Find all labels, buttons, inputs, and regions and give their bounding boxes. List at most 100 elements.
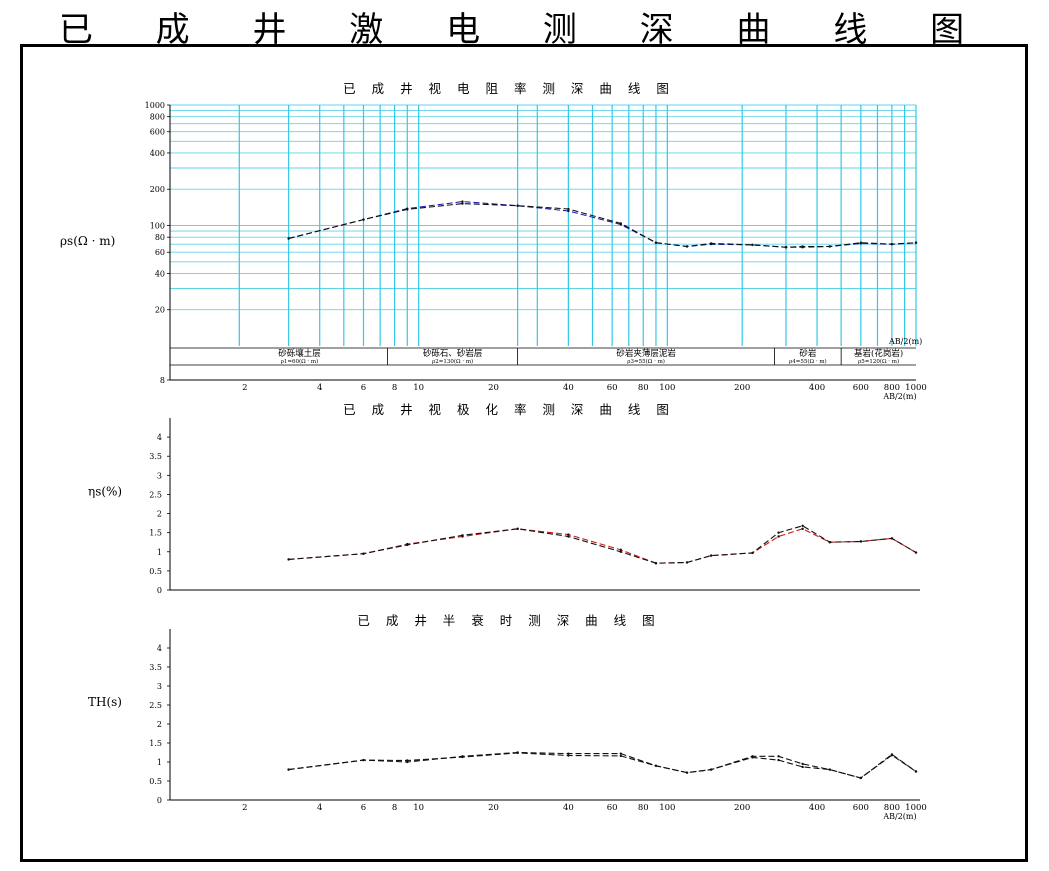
resistivity-point xyxy=(461,202,464,205)
half-decay-point xyxy=(859,776,863,780)
half-decay-point xyxy=(751,756,754,759)
resistivity-point xyxy=(516,204,519,207)
y-tick-label: 400 xyxy=(150,149,165,158)
y-tick-label: 200 xyxy=(150,185,165,194)
y-tick-label: 4 xyxy=(157,644,162,653)
y-tick-label: 2 xyxy=(157,720,162,729)
x-tick-label: 80 xyxy=(638,803,649,813)
y-tick-label: 40 xyxy=(155,269,165,278)
polarizability-point xyxy=(709,554,713,557)
half-decay-point xyxy=(567,752,570,755)
page-title: 已 成 井 激 电 测 深 曲 线 图 xyxy=(58,10,991,50)
y-tick-label: 2 xyxy=(157,510,162,519)
resistivity-series-line xyxy=(288,201,917,248)
strata-name: 砂岩夹薄层泥岩 xyxy=(616,348,676,359)
polarizability-point xyxy=(406,543,409,547)
x-tick-label: 4 xyxy=(317,383,322,393)
half-decay-point xyxy=(801,762,804,766)
polarizability-point xyxy=(890,537,894,540)
polarizability-point xyxy=(685,561,689,564)
resistivity-point xyxy=(801,245,804,248)
y-tick-label: 600 xyxy=(150,128,165,137)
polarizability-point xyxy=(567,535,570,538)
half-decay-point xyxy=(777,758,780,762)
chart-frame xyxy=(20,44,1028,862)
half-decay-point xyxy=(777,755,780,758)
x-tick-label: 40 xyxy=(563,803,574,813)
y-axis-label-resistivity: ρs(Ω · m) xyxy=(60,234,115,248)
x-tick-label: 600 xyxy=(853,803,869,813)
y-tick-label: 3 xyxy=(157,471,162,480)
strata-resistivity: ρ3=55(Ω · m) xyxy=(627,358,665,365)
y-tick-label: 0 xyxy=(157,796,162,805)
polarizability-point xyxy=(859,540,863,543)
strata-name: 砂砾壤土层 xyxy=(278,348,321,359)
chart-title-half-decay: 已 成 井 半 衰 时 测 深 曲 线 图 xyxy=(357,613,660,628)
half-decay-point xyxy=(685,771,689,774)
y-tick-label: 20 xyxy=(155,306,165,315)
y-tick-label: 100 xyxy=(150,222,165,231)
chart-title-resistivity: 已 成 井 视 电 阻 率 测 深 曲 线 图 xyxy=(343,81,675,96)
x-tick-label: 1000 xyxy=(905,803,927,813)
x-tick-label: 10 xyxy=(413,803,424,813)
x-tick-label: 200 xyxy=(734,383,750,393)
resistivity-point xyxy=(709,242,713,245)
resistivity-point xyxy=(828,245,831,248)
resistivity-point xyxy=(914,241,918,244)
resistivity-point xyxy=(784,246,788,249)
x-tick-label: 20 xyxy=(488,383,499,393)
x-tick-label: 600 xyxy=(853,383,869,393)
x-tick-label: 20 xyxy=(488,803,499,813)
half-decay-point xyxy=(619,752,623,755)
x-tick-label: 6 xyxy=(361,383,366,393)
polarizability-point xyxy=(287,558,290,561)
x-tick-label: 10 xyxy=(413,383,424,393)
polarizability-point xyxy=(828,541,831,544)
resistivity-point xyxy=(751,243,754,247)
x-tick-label: 800 xyxy=(884,383,900,393)
y-tick-label: 2.5 xyxy=(149,490,162,499)
resistivity-point xyxy=(461,200,464,203)
y-tick-label: 1.5 xyxy=(149,529,162,538)
x-tick-label: 1000 xyxy=(905,383,927,393)
y-tick-label: 2.5 xyxy=(149,701,162,710)
strata-resistivity: ρ1=60(Ω · m) xyxy=(281,358,319,365)
polarizability-point xyxy=(619,548,623,552)
y-tick-label: 0.5 xyxy=(149,777,162,786)
polarizability-point xyxy=(801,524,804,527)
x-tick-label: 2 xyxy=(242,383,247,393)
y-tick-label: 800 xyxy=(150,113,165,122)
strata-resistivity: ρ2=130(Ω · m) xyxy=(432,358,473,365)
y-tick-label: 1 xyxy=(157,548,162,557)
strata-resistivity: ρ5=120(Ω · m) xyxy=(858,358,899,365)
half-decay-point xyxy=(516,751,519,755)
half-decay-point xyxy=(709,768,713,771)
polarizability-point xyxy=(516,527,519,531)
half-decay-point xyxy=(619,754,623,758)
x-tick-label: 40 xyxy=(563,383,574,393)
resistivity-point xyxy=(406,208,409,211)
x-tick-label: 100 xyxy=(659,383,675,393)
x-axis-label-half-decay: AB/2(m) xyxy=(882,812,916,821)
resistivity-point xyxy=(567,207,570,211)
polarizability-point xyxy=(777,531,780,534)
strata-name: 砂砾石、砂岩层 xyxy=(423,348,483,359)
polarizability-point xyxy=(567,533,570,536)
x-tick-label: 6 xyxy=(361,803,366,813)
y-axis-label-half-decay: TH(s) xyxy=(88,695,122,709)
polarizability-point xyxy=(362,552,365,555)
half-decay-point xyxy=(914,770,918,773)
half-decay-series-line xyxy=(288,751,917,779)
x-tick-label: 200 xyxy=(734,803,750,813)
half-decay-point xyxy=(890,753,894,757)
y-tick-label: 80 xyxy=(155,233,165,242)
half-decay-point xyxy=(567,754,570,757)
half-decay-point xyxy=(801,765,804,769)
resistivity-point xyxy=(287,237,290,240)
y-tick-label: 4 xyxy=(157,433,162,442)
resistivity-point xyxy=(890,242,894,246)
resistivity-point xyxy=(619,222,623,225)
x-tick-label: 2 xyxy=(242,803,247,813)
y-tick-label: 0.5 xyxy=(149,567,162,576)
